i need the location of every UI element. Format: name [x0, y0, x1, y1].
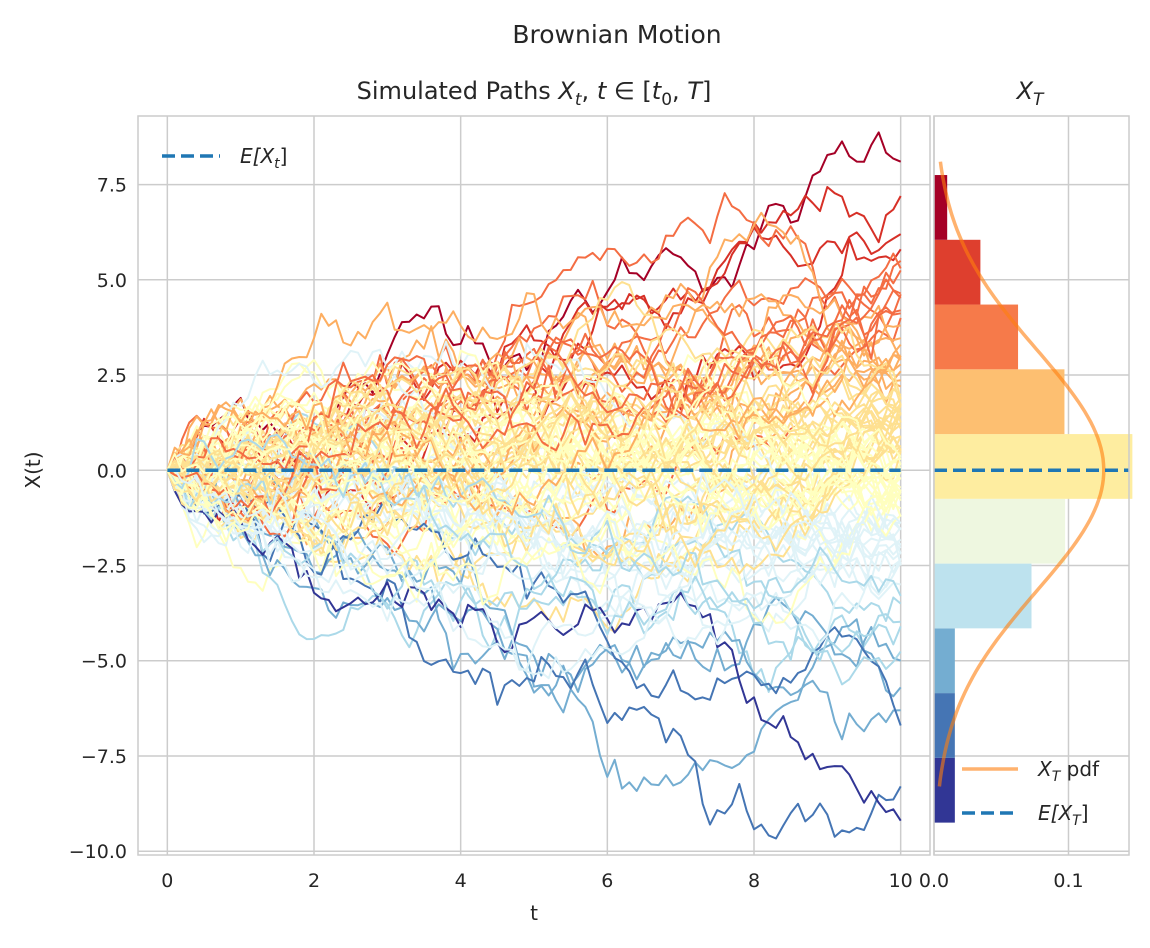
brownian-path: [166, 359, 902, 487]
main-y-tick-label: 0.0: [97, 460, 127, 482]
histogram-bar: [934, 757, 955, 823]
main-x-axis-label: t: [530, 901, 538, 925]
brownian-path: [167, 468, 902, 571]
main-y-tick-label: −10.0: [69, 841, 127, 863]
brownian-path: [166, 433, 902, 610]
main-y-tick-label: −7.5: [81, 746, 127, 768]
main-panel-title: Simulated Paths Xt, t ∈ [t0, T]: [357, 77, 712, 110]
main-x-tick-label: 0: [161, 870, 173, 892]
main-y-tick-label: −5.0: [81, 651, 127, 673]
main-legend-mean-label: E[Xt]: [240, 144, 287, 172]
histogram-bars: [934, 175, 1133, 823]
main-x-tick-label: 6: [601, 870, 613, 892]
brownian-path: [166, 469, 902, 822]
side-panel-title: XT: [1015, 77, 1045, 110]
brownian-path: [166, 469, 902, 680]
histogram-bar: [934, 369, 1065, 435]
brownian-path: [167, 349, 902, 493]
histogram-plot-area: 0.0 0.1 XT pdf E[XT]: [919, 115, 1133, 892]
brownian-path: [166, 277, 901, 477]
side-legend: XT pdf E[XT]: [962, 757, 1100, 829]
main-legend: E[Xt]: [162, 144, 287, 172]
brownian-path: [166, 457, 901, 606]
main-y-tick-labels: 7.5 5.0 2.5 0.0 −2.5 −5.0 −7.5 −10.0: [69, 175, 127, 864]
brownian-path: [167, 382, 902, 580]
brownian-path: [166, 338, 902, 515]
brownian-path: [166, 391, 902, 511]
side-plot-frame: [933, 115, 1130, 856]
brownian-path: [166, 292, 902, 471]
brownian-path: [166, 304, 901, 517]
brownian-path: [166, 408, 901, 568]
main-x-tick-label: 10: [889, 870, 913, 892]
main-x-tick-label: 8: [748, 870, 760, 892]
main-plot-area: 0 2 4 6 8 10 7.55.02.50.0−2.5−5.0−7.5−10.0 t …: [21, 115, 931, 925]
side-x-tick-labels: 0.0 0.1: [919, 870, 1084, 892]
main-y-tick-label: 5.0: [97, 270, 127, 292]
pdf-curve: [937, 161, 1106, 787]
main-plot-frame: [137, 115, 931, 856]
histogram-bar: [934, 563, 1032, 629]
histogram-bar: [934, 239, 981, 305]
histogram-bar: [934, 693, 955, 758]
brownian-path: [166, 269, 902, 472]
main-x-tick-label: 2: [308, 870, 320, 892]
main-y-axis-label: X(t): [21, 451, 45, 488]
main-y-tick-label: 7.5: [97, 175, 127, 197]
main-y-tick-label: 2.5: [97, 365, 127, 387]
main-y-tick-label: −2.5: [81, 555, 127, 577]
brownian-path: [166, 452, 902, 686]
brownian-path: [167, 192, 902, 472]
simulated-paths: [166, 131, 902, 840]
brownian-path: [166, 461, 902, 693]
main-x-tick-labels: 0 2 4 6 8 10: [161, 870, 912, 892]
brownian-path: [166, 466, 901, 662]
histogram-bar: [934, 304, 1019, 370]
brownian-path: [167, 392, 902, 521]
side-legend-pdf-label: XT pdf: [1037, 757, 1100, 785]
brownian-path: [166, 469, 902, 596]
brownian-path: [166, 469, 902, 671]
histogram-bar: [934, 498, 1066, 564]
histogram-bar: [934, 628, 955, 694]
brownian-path: [166, 385, 902, 504]
side-x-tick-label: 0.0: [919, 870, 949, 892]
brownian-path: [166, 186, 902, 523]
brownian-path: [166, 350, 902, 521]
brownian-path: [166, 465, 902, 693]
side-x-tick-label: 0.1: [1053, 870, 1083, 892]
brownian-path: [166, 400, 902, 512]
brownian-path: [166, 354, 901, 516]
main-x-tick-label: 4: [455, 870, 467, 892]
brownian-path: [167, 340, 902, 555]
side-legend-mean-label: E[XT]: [1038, 801, 1089, 829]
figure-suptitle: Brownian Motion: [512, 20, 721, 49]
